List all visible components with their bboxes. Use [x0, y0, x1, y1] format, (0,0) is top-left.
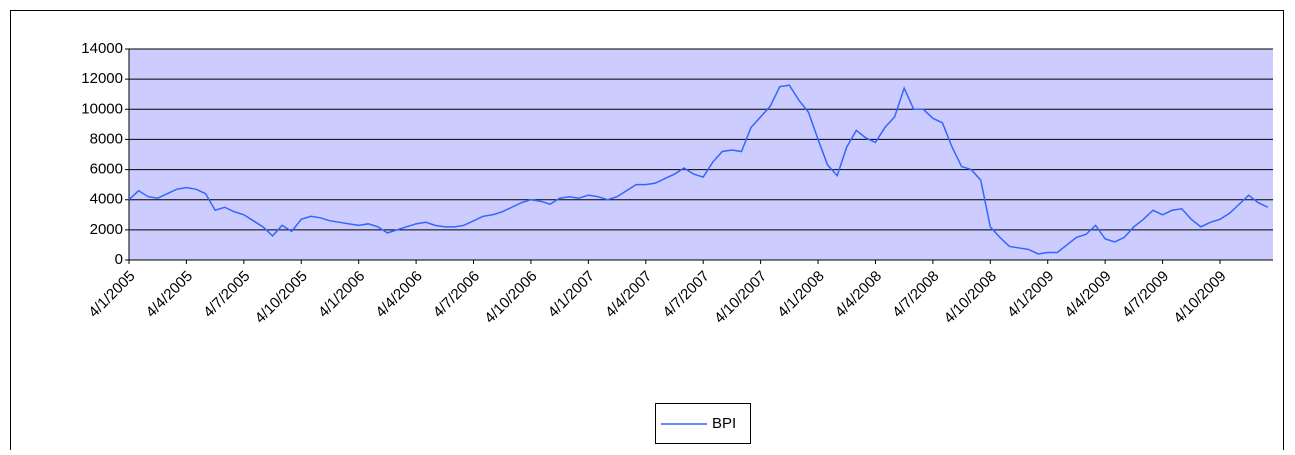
x-tick-label: 4/4/2008: [832, 268, 885, 321]
x-tick-label: 4/10/2006: [481, 268, 540, 327]
x-tick-label: 4/4/2009: [1061, 268, 1114, 321]
x-tick-label: 4/1/2006: [315, 268, 368, 321]
y-tick-label: 4000: [90, 191, 123, 208]
x-tick-label: 4/7/2008: [889, 268, 942, 321]
x-tick-label: 4/1/2005: [85, 268, 138, 321]
x-tick-label: 4/1/2009: [1004, 268, 1057, 321]
y-tick-label: 12000: [81, 70, 123, 87]
chart-frame: [10, 10, 1284, 450]
y-tick-label: 0: [115, 251, 123, 268]
x-tick-label: 4/7/2005: [200, 268, 253, 321]
y-tick-label: 10000: [81, 100, 123, 117]
x-tick-label: 4/7/2009: [1119, 268, 1172, 321]
x-tick-label: 4/4/2007: [602, 268, 655, 321]
x-tick-label: 4/10/2008: [941, 268, 1000, 327]
x-tick-label: 4/7/2006: [430, 268, 483, 321]
legend-label: BPI: [712, 415, 736, 432]
data-line: [128, 84, 1269, 255]
y-tick-label: 2000: [90, 221, 123, 238]
x-tick-label: 4/10/2007: [711, 268, 770, 327]
y-tick-label: 8000: [90, 130, 123, 147]
x-tick-label: 4/4/2006: [372, 268, 425, 321]
x-tick-label: 4/10/2005: [252, 268, 311, 327]
x-tick-label: 4/1/2008: [774, 268, 827, 321]
x-tick-label: 4/4/2005: [143, 268, 196, 321]
plot-area: [129, 49, 1273, 260]
y-tick-label: 6000: [90, 161, 123, 178]
x-tick-label: 4/10/2009: [1170, 268, 1229, 327]
x-tick-label: 4/7/2007: [660, 268, 713, 321]
x-tick-label: 4/1/2007: [545, 268, 598, 321]
y-tick-label: 14000: [81, 40, 123, 57]
